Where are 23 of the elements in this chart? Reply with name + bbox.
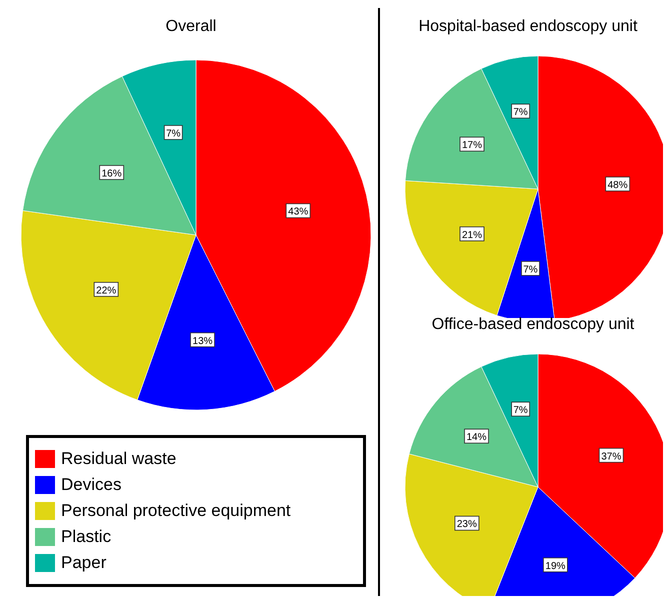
data-label: 37% <box>601 451 622 462</box>
data-label: 16% <box>102 168 122 180</box>
data-label: 21% <box>462 230 482 241</box>
data-label: 7% <box>166 128 181 140</box>
data-label: 7% <box>523 264 538 276</box>
data-label: 7% <box>513 107 528 118</box>
legend-label: Residual waste <box>61 449 176 469</box>
data-label: 22% <box>96 285 116 296</box>
legend-label: Personal protective equipment <box>61 501 291 521</box>
data-label: 13% <box>192 336 213 347</box>
chart-title: Hospital-based endoscopy unit <box>418 18 638 36</box>
data-label: 7% <box>513 405 528 416</box>
data-label: 17% <box>462 140 482 152</box>
data-label: 43% <box>288 206 308 218</box>
data-label: 48% <box>608 180 628 191</box>
chart-title: Overall <box>164 18 218 36</box>
data-label: 19% <box>545 560 566 572</box>
data-label: 14% <box>466 432 487 444</box>
legend-label: Paper <box>61 553 106 573</box>
legend-label: Devices <box>61 475 122 495</box>
legend-label: Plastic <box>61 527 112 547</box>
chart-title: Office-based endoscopy unit <box>430 316 636 334</box>
data-label: 23% <box>456 519 478 530</box>
